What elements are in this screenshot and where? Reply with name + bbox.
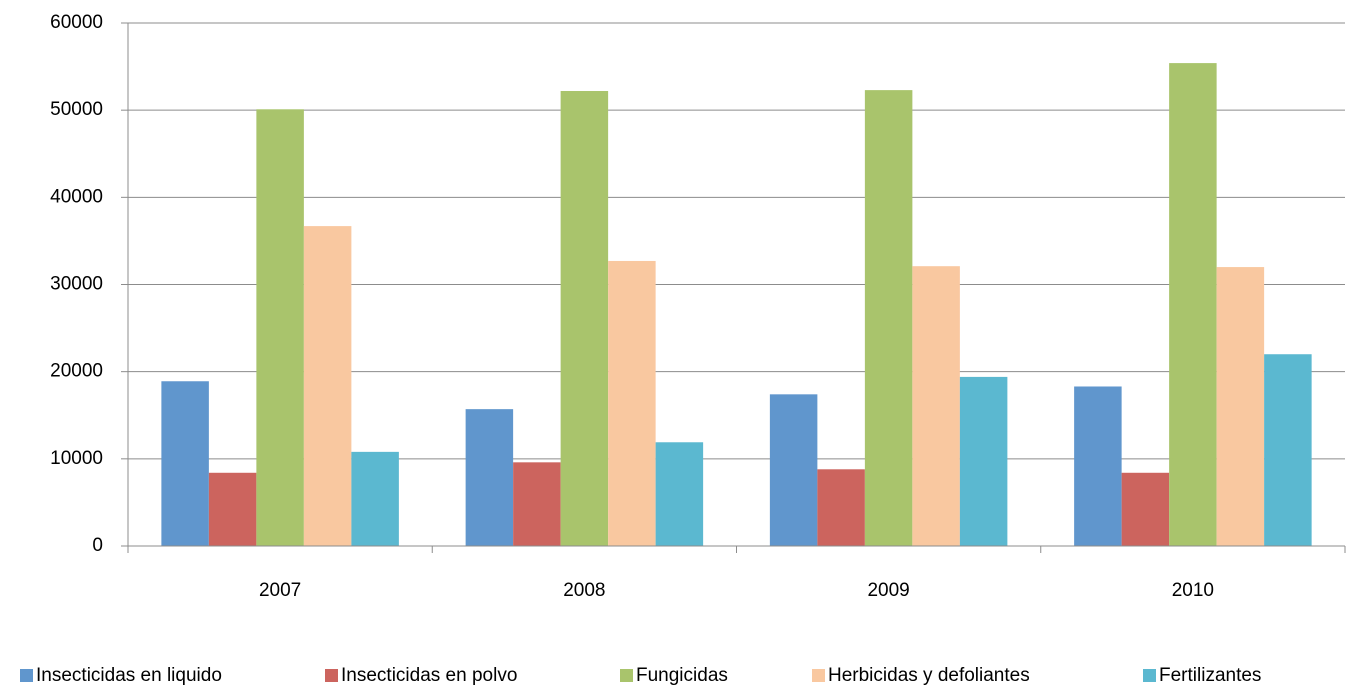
x-tick-label: 2009 bbox=[867, 580, 909, 601]
bar bbox=[912, 266, 960, 546]
bar bbox=[1216, 267, 1265, 546]
bar bbox=[655, 442, 704, 546]
y-tick-label: 40000 bbox=[50, 186, 103, 207]
bar bbox=[608, 260, 656, 546]
legend-swatch bbox=[20, 669, 33, 682]
bar bbox=[864, 90, 913, 546]
bar bbox=[1264, 354, 1312, 546]
bar bbox=[208, 472, 257, 546]
bar bbox=[161, 381, 209, 546]
y-tick-label: 0 bbox=[92, 535, 103, 556]
bar bbox=[1074, 386, 1122, 546]
y-tick-label: 50000 bbox=[50, 99, 103, 120]
bar bbox=[959, 376, 1008, 546]
bar bbox=[513, 462, 561, 546]
legend-swatch bbox=[1143, 669, 1156, 682]
bar bbox=[1169, 63, 1217, 546]
x-tick-label: 2008 bbox=[563, 580, 605, 601]
bar bbox=[560, 90, 609, 547]
x-tick-label: 2007 bbox=[259, 580, 301, 601]
y-tick-label: 20000 bbox=[50, 361, 103, 382]
bar bbox=[256, 109, 304, 547]
legend-label: Fungicidas bbox=[636, 665, 728, 686]
bar bbox=[1121, 472, 1170, 546]
y-tick-label: 30000 bbox=[50, 274, 103, 295]
legend-swatch bbox=[812, 669, 825, 682]
y-tick-label: 60000 bbox=[50, 12, 103, 33]
legend-label: Insecticidas en liquido bbox=[36, 665, 222, 686]
bar bbox=[351, 451, 399, 546]
bar bbox=[303, 226, 352, 546]
legend-swatch bbox=[325, 669, 338, 682]
x-tick-label: 2010 bbox=[1172, 580, 1214, 601]
bar bbox=[769, 394, 818, 546]
y-tick-label: 10000 bbox=[50, 448, 103, 469]
bar bbox=[817, 469, 865, 546]
legend-label: Insecticidas en polvo bbox=[341, 665, 517, 686]
bar bbox=[465, 409, 514, 546]
legend-label: Fertilizantes bbox=[1159, 665, 1261, 686]
legend-swatch bbox=[620, 669, 633, 682]
legend-label: Herbicidas y defoliantes bbox=[828, 665, 1030, 686]
